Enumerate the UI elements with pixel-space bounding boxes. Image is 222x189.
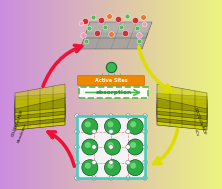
Point bbox=[95, 32, 99, 35]
Circle shape bbox=[127, 160, 143, 176]
Circle shape bbox=[130, 163, 136, 169]
Circle shape bbox=[85, 121, 91, 127]
Point bbox=[91, 15, 95, 19]
Polygon shape bbox=[15, 108, 65, 126]
Circle shape bbox=[127, 118, 143, 134]
Circle shape bbox=[109, 129, 113, 134]
Polygon shape bbox=[15, 97, 65, 116]
Circle shape bbox=[126, 145, 130, 149]
Text: absorption: absorption bbox=[95, 90, 132, 95]
Circle shape bbox=[126, 129, 130, 134]
Circle shape bbox=[126, 114, 130, 118]
Circle shape bbox=[75, 176, 79, 180]
Point bbox=[137, 33, 141, 36]
Circle shape bbox=[109, 145, 113, 149]
Circle shape bbox=[126, 160, 130, 165]
Point bbox=[116, 18, 120, 21]
Circle shape bbox=[75, 114, 79, 118]
Polygon shape bbox=[15, 101, 65, 119]
Circle shape bbox=[85, 142, 91, 148]
Bar bbox=[79, 87, 148, 98]
Circle shape bbox=[107, 121, 113, 127]
Point bbox=[109, 33, 113, 36]
Bar bbox=[77, 116, 145, 178]
Circle shape bbox=[143, 176, 147, 180]
Bar bbox=[77, 116, 145, 178]
Circle shape bbox=[107, 142, 113, 148]
Polygon shape bbox=[80, 33, 148, 49]
Circle shape bbox=[92, 145, 96, 149]
Point bbox=[141, 15, 145, 19]
Point bbox=[83, 19, 87, 22]
Circle shape bbox=[75, 129, 79, 134]
Circle shape bbox=[92, 114, 96, 118]
Polygon shape bbox=[15, 111, 65, 130]
Polygon shape bbox=[157, 101, 207, 119]
Point bbox=[103, 26, 107, 29]
Circle shape bbox=[75, 160, 79, 165]
Polygon shape bbox=[15, 84, 65, 109]
Text: Membrane: Membrane bbox=[18, 122, 28, 143]
Circle shape bbox=[126, 176, 130, 180]
Polygon shape bbox=[15, 104, 65, 123]
Point bbox=[135, 26, 139, 29]
Circle shape bbox=[82, 118, 98, 134]
Point bbox=[125, 15, 129, 18]
Polygon shape bbox=[157, 94, 207, 112]
Circle shape bbox=[92, 176, 96, 180]
Circle shape bbox=[130, 142, 136, 148]
Circle shape bbox=[92, 129, 96, 134]
Circle shape bbox=[143, 160, 147, 165]
Text: GO/2D-Co-MOF: GO/2D-Co-MOF bbox=[193, 107, 207, 136]
Point bbox=[137, 40, 141, 43]
FancyBboxPatch shape bbox=[78, 76, 144, 85]
Circle shape bbox=[109, 176, 113, 180]
Circle shape bbox=[130, 121, 136, 127]
Circle shape bbox=[92, 160, 96, 165]
Point bbox=[99, 19, 103, 22]
Point bbox=[107, 15, 111, 18]
Polygon shape bbox=[84, 22, 152, 38]
Circle shape bbox=[107, 163, 113, 169]
Circle shape bbox=[105, 160, 121, 176]
Circle shape bbox=[105, 118, 121, 134]
Circle shape bbox=[143, 114, 147, 118]
Circle shape bbox=[82, 139, 98, 155]
Point bbox=[109, 65, 113, 68]
Point bbox=[142, 22, 146, 26]
Point bbox=[79, 22, 83, 25]
Text: +Cs: +Cs bbox=[193, 128, 199, 136]
Point bbox=[87, 26, 91, 29]
Circle shape bbox=[105, 139, 121, 155]
Polygon shape bbox=[157, 104, 207, 123]
Circle shape bbox=[82, 160, 98, 176]
Polygon shape bbox=[157, 84, 207, 109]
Circle shape bbox=[109, 114, 113, 118]
Circle shape bbox=[75, 145, 79, 149]
Polygon shape bbox=[15, 94, 65, 112]
Polygon shape bbox=[157, 108, 207, 126]
Polygon shape bbox=[157, 97, 207, 116]
Text: GO/2D-Co-MOF: GO/2D-Co-MOF bbox=[11, 108, 25, 137]
Point bbox=[81, 33, 85, 36]
Point bbox=[123, 32, 127, 35]
Circle shape bbox=[109, 160, 113, 165]
Circle shape bbox=[143, 145, 147, 149]
Text: Active Sites: Active Sites bbox=[95, 78, 127, 83]
Point bbox=[133, 19, 137, 22]
Polygon shape bbox=[157, 111, 207, 130]
Circle shape bbox=[143, 129, 147, 134]
Circle shape bbox=[127, 139, 143, 155]
Circle shape bbox=[85, 163, 91, 169]
Point bbox=[119, 26, 123, 29]
Point bbox=[84, 40, 88, 43]
